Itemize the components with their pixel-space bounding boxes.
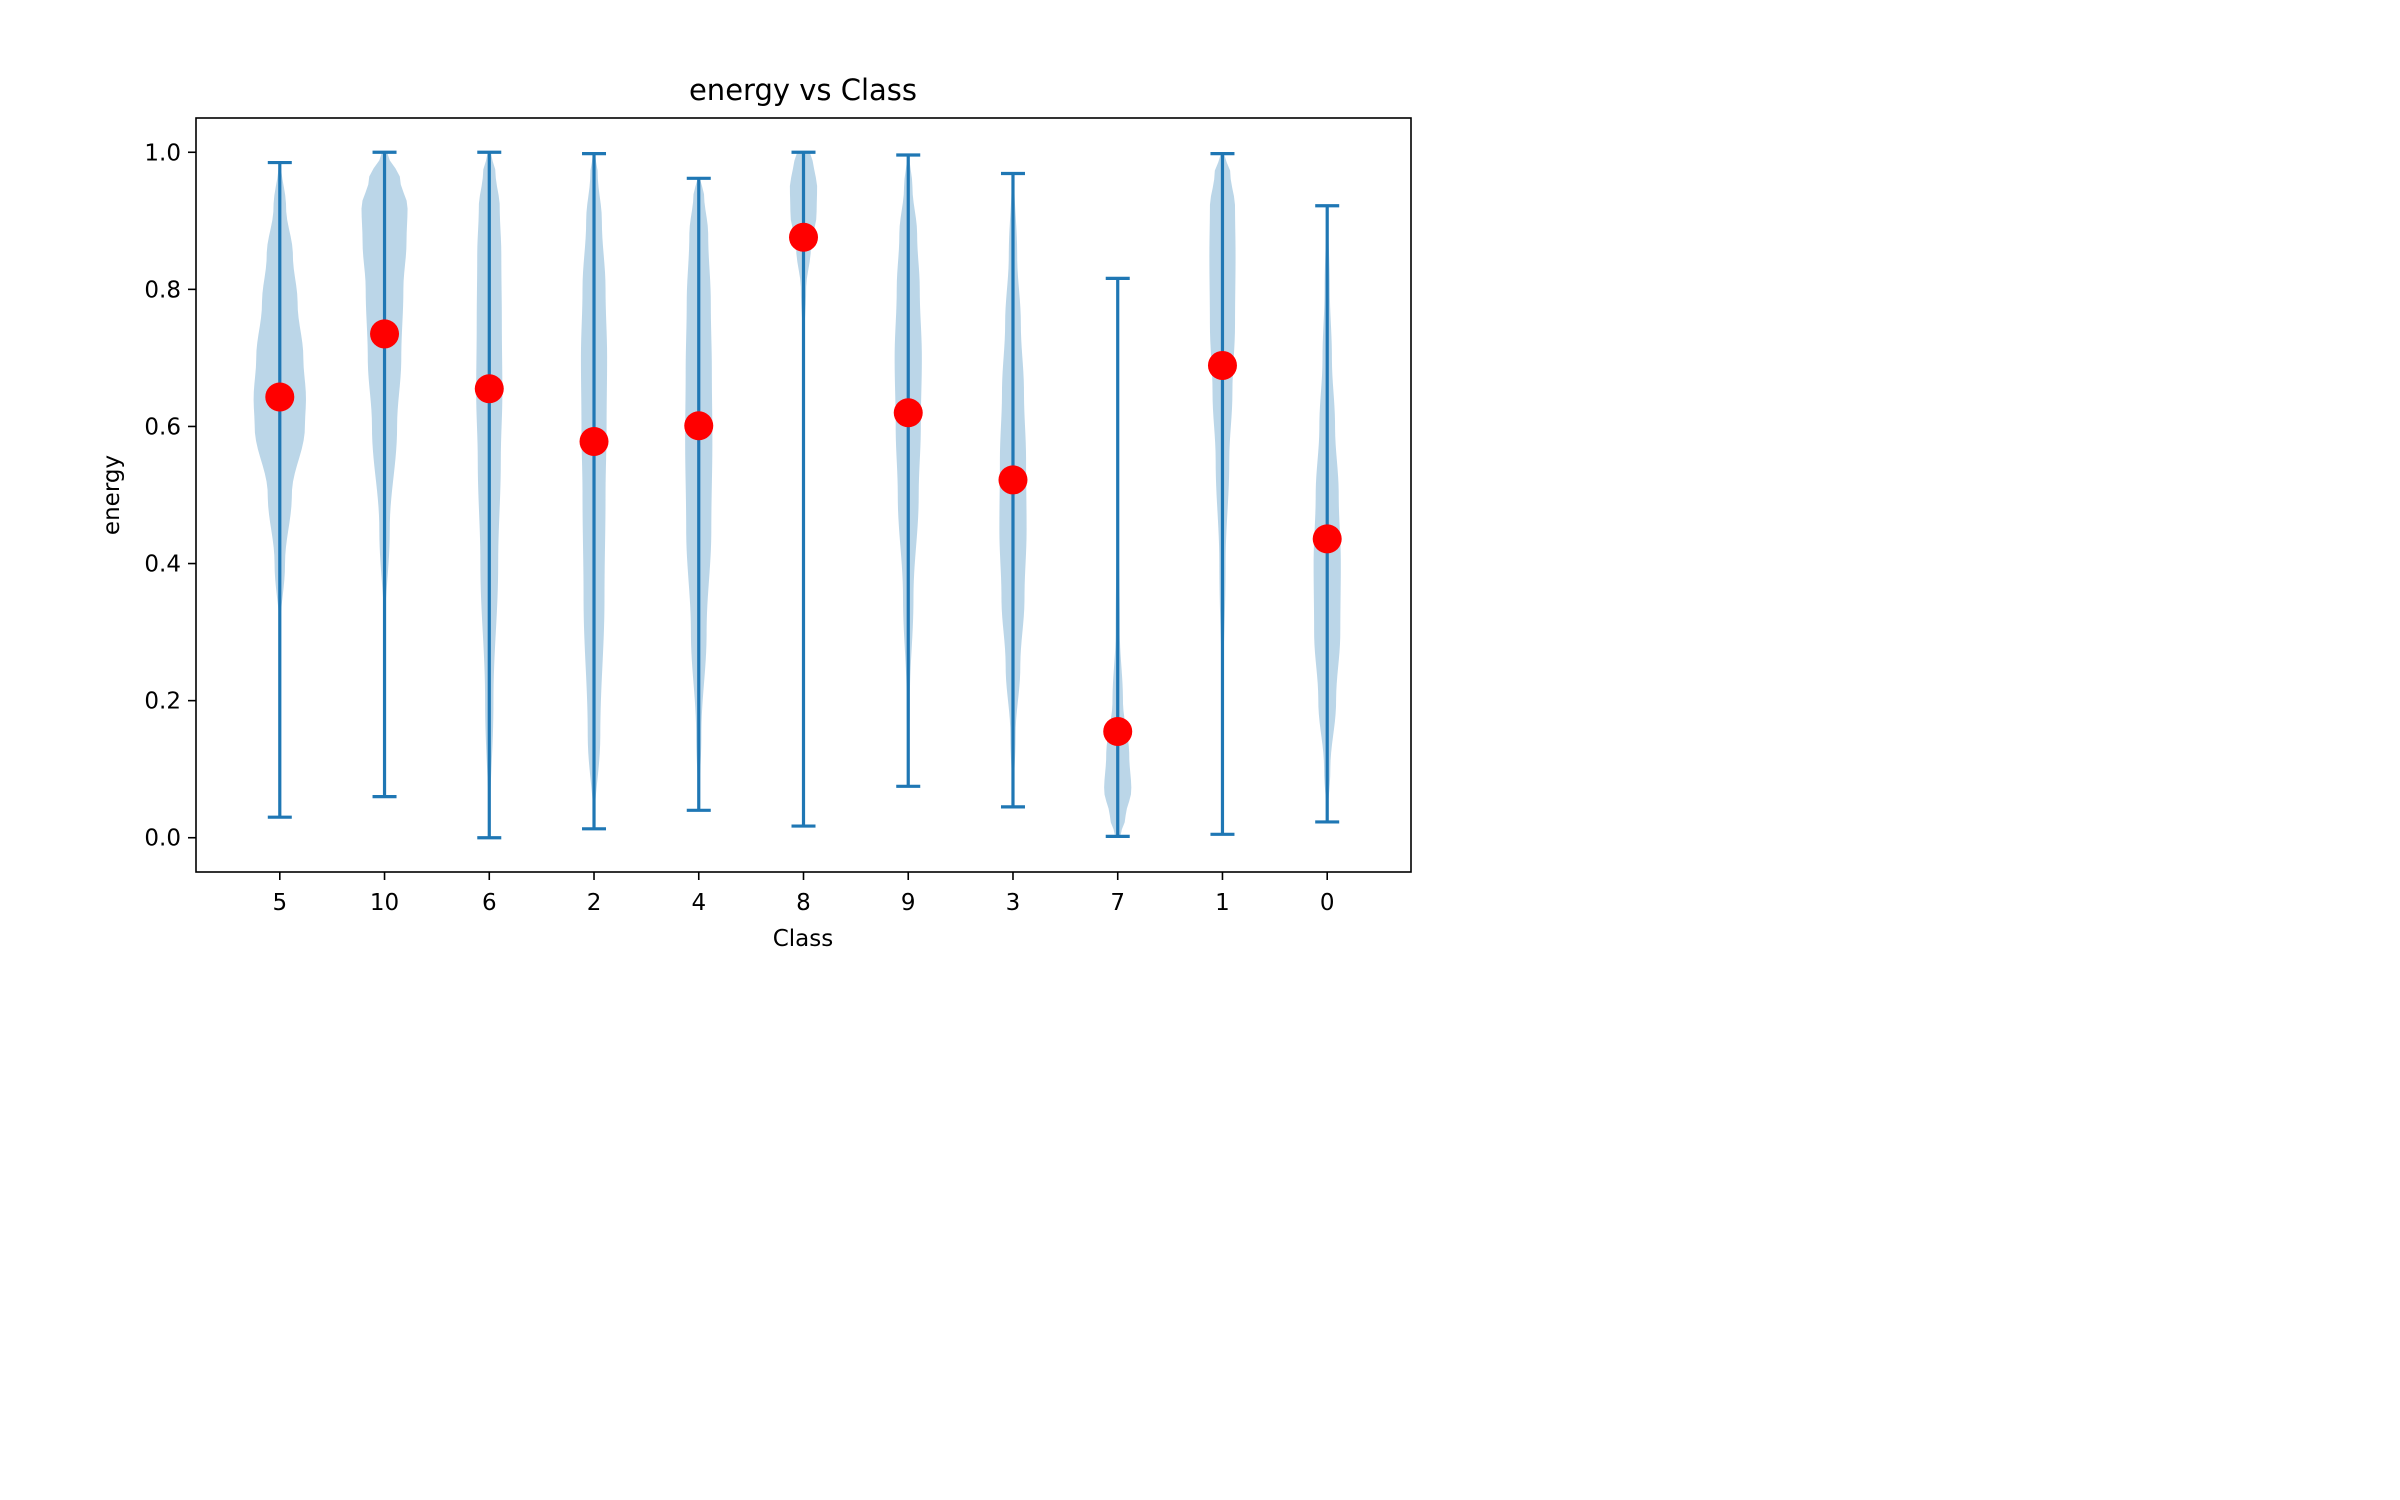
x-axis-label: Class [773,926,834,952]
y-axis: 0.0 0.2 0.4 0.6 0.8 1.0 [144,140,196,852]
violin-3 [998,171,1028,809]
mean-marker [1103,716,1133,746]
y-tick-label: 0.2 [144,689,181,715]
violin-5 [253,160,306,819]
mean-marker [1312,524,1342,554]
mean-marker [684,411,714,441]
y-tick-label: 0.4 [144,552,181,578]
violin-chart: energy vs Class 0.00.20.40.60.81.0 5 10 6 2… [99,73,1412,952]
x-axis: 5 10 6 2 4 8 9 3 7 1 0 [272,872,1335,916]
x-tick-label: 2 [587,890,602,916]
violin-0 [1312,204,1342,824]
violin-6 [474,150,504,840]
y-tick-label: 1.0 [144,140,181,166]
mean-marker [998,465,1028,495]
x-tick-label: 3 [1006,890,1021,916]
mean-marker [265,382,295,412]
x-tick-label: 1 [1215,890,1230,916]
mean-marker [370,319,400,349]
violin-8 [789,150,818,828]
mean-marker [789,222,818,252]
chart-title: energy vs Class [689,73,917,107]
mean-marker [474,374,504,404]
x-tick-label: 0 [1320,890,1335,916]
y-tick-label: 0.0 [144,826,181,852]
y-axis-label: energy [99,455,125,535]
violin-7 [1103,276,1133,838]
violin-10 [361,150,408,799]
mean-marker [893,398,923,428]
mean-marker [1207,350,1237,380]
mean-marker [579,427,609,457]
y-tick-label: 0.6 [144,414,181,440]
violin-4 [684,176,714,812]
x-tick-label: 10 [370,890,399,916]
violin-9 [893,153,923,788]
x-tick-label: 6 [482,890,497,916]
violin-1 [1207,152,1237,836]
violin-layer [253,150,1342,840]
y-tick-label: 0.8 [144,277,181,303]
x-tick-label: 9 [901,890,916,916]
violin-2 [579,152,609,831]
x-tick-label: 5 [272,890,287,916]
x-tick-label: 8 [796,890,811,916]
x-tick-label: 7 [1110,890,1125,916]
x-tick-label: 4 [691,890,706,916]
